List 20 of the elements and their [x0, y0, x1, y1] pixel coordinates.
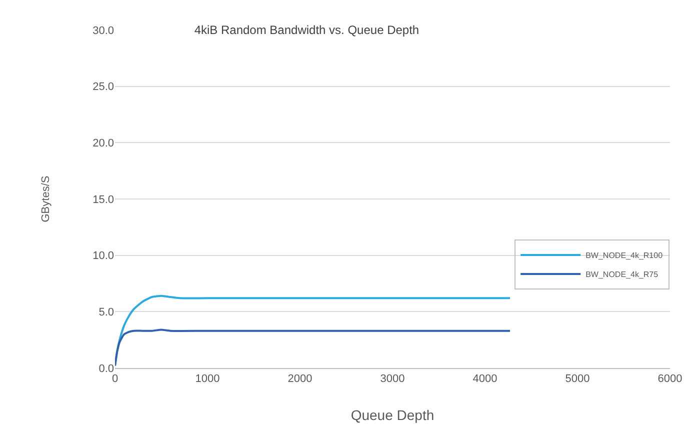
x-tick-label: 2000 [288, 373, 312, 386]
y-tick-label: 10.0 [92, 250, 114, 262]
x-tick-label: 1000 [195, 373, 220, 386]
y-axis-title: GBytes/S [40, 176, 52, 222]
y-tick-label: 30.0 [92, 24, 114, 37]
y-tick-label: 15.0 [92, 194, 114, 206]
chart-title: 4kiB Random Bandwidth vs. Queue Depth [194, 23, 420, 38]
y-tick-label: 25.0 [92, 81, 114, 94]
x-tick-label: 5000 [565, 373, 590, 386]
x-tick-label: 6000 [658, 373, 682, 386]
y-tick-label: 0.0 [98, 362, 114, 375]
x-tick-label: 4000 [472, 373, 498, 386]
x-tick-label: 3000 [380, 373, 405, 386]
y-tick-label: 20.0 [92, 138, 114, 150]
text: BW_NODE_4k_R75 [586, 270, 659, 280]
x-axis-title: Queue Depth [350, 407, 434, 423]
line-series [115, 328, 511, 367]
y-tick-label: 5.0 [98, 306, 114, 319]
x-tick-label: 0 [112, 373, 118, 386]
text: BW_NODE_4k_R100 [586, 251, 664, 260]
